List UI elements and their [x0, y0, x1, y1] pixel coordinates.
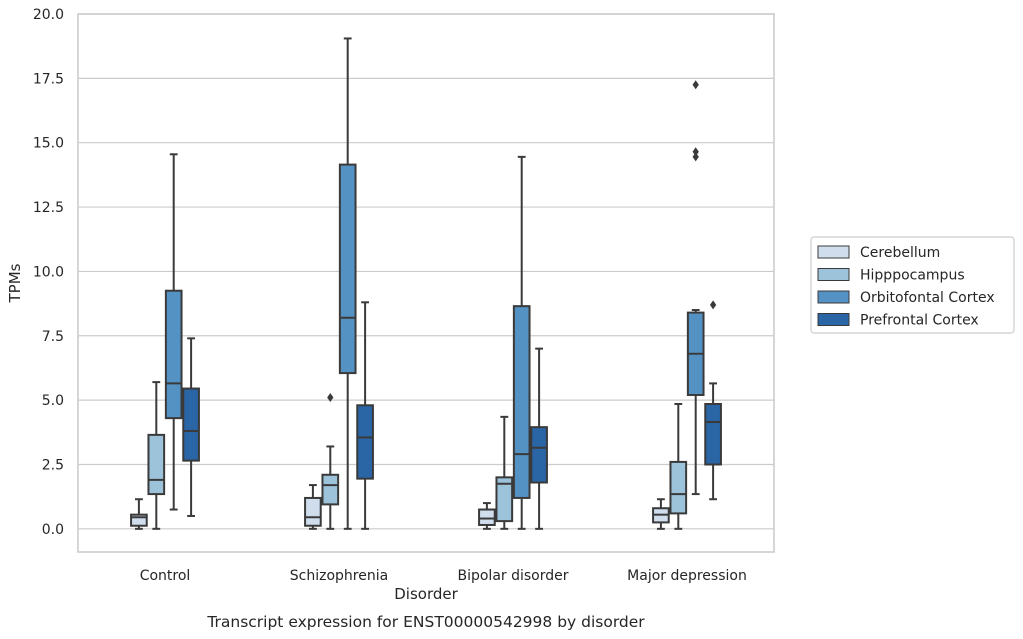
box-cerebellum: [304, 484, 322, 530]
y-tick-label: 2.5: [42, 457, 64, 473]
box-iqr: [478, 508, 496, 526]
box-cerebellum: [130, 498, 148, 530]
legend: Cerebellum Hipppocampus Orbitofontal Corte…: [810, 236, 1015, 334]
box-iqr: [321, 473, 340, 506]
box-orbitofontal-cortex: [686, 80, 705, 496]
x-tick-label: Bipolar disorder: [457, 568, 568, 584]
legend-entry: Orbitofontal Cortex: [860, 290, 995, 306]
box-hipppocampus: [321, 393, 340, 530]
box-iqr: [495, 476, 514, 523]
outlier-point: [327, 393, 334, 403]
y-tick-labels: 0.0 2.5 5.0 7.5 10.0 12.5 15.0 17.5 20.0: [33, 7, 64, 538]
outlier-point: [709, 300, 717, 310]
outlier-point: [692, 152, 699, 162]
box-iqr: [182, 387, 200, 462]
y-tick-label: 12.5: [33, 200, 64, 216]
outlier-point: [692, 147, 699, 157]
box-prefrontal-cortex: [182, 337, 200, 517]
box-iqr: [512, 305, 531, 499]
boxplot-marks: [130, 37, 722, 530]
legend-swatch: [817, 290, 850, 304]
legend-swatch: [817, 313, 850, 326]
x-tick-label: Control: [140, 568, 191, 584]
y-axis-label: TPMs: [6, 263, 24, 303]
box-iqr: [147, 433, 166, 496]
y-tick-label: 10.0: [33, 264, 64, 280]
box-iqr: [164, 289, 183, 420]
x-axis-label: Disorder: [394, 585, 458, 603]
x-tick-label: Schizophrenia: [290, 568, 388, 584]
box-hipppocampus: [147, 381, 166, 530]
box-iqr: [704, 402, 722, 466]
box-iqr: [304, 496, 322, 527]
box-prefrontal-cortex: [704, 300, 722, 501]
box-prefrontal-cortex: [356, 301, 374, 530]
box-hipppocampus: [669, 402, 688, 530]
plot-frame: [77, 13, 775, 553]
y-tick-label: 0.0: [42, 522, 64, 538]
box-iqr: [338, 163, 357, 375]
box-iqr: [669, 460, 688, 515]
y-tick-label: 5.0: [42, 393, 64, 409]
box-iqr: [356, 404, 374, 480]
box-iqr: [530, 426, 548, 484]
box-orbitofontal-cortex: [338, 37, 357, 530]
chart-caption: Transcript expression for ENST0000054299…: [206, 613, 645, 631]
box-iqr: [130, 513, 148, 527]
box-cerebellum: [652, 498, 670, 530]
box-cerebellum: [478, 502, 496, 530]
y-tick-label: 7.5: [42, 329, 64, 345]
legend-swatch: [817, 245, 850, 259]
box-orbitofontal-cortex: [512, 155, 531, 530]
legend-entry: Prefrontal Cortex: [860, 313, 979, 329]
x-tick-label: Major depression: [627, 568, 747, 584]
y-tick-label: 17.5: [33, 71, 64, 87]
legend-entry: Hipppocampus: [860, 268, 965, 284]
legend-swatch: [817, 268, 850, 281]
box-orbitofontal-cortex: [164, 153, 183, 511]
y-tick-label: 15.0: [33, 136, 64, 152]
legend-entry: Cerebellum: [860, 245, 940, 261]
box-hipppocampus: [495, 415, 514, 530]
x-tick-labels: Control Schizophrenia Bipolar disorder Majo…: [140, 568, 747, 584]
y-tick-label: 20.0: [33, 7, 64, 23]
legend-frame: [810, 236, 1015, 334]
outlier-point: [692, 80, 699, 90]
box-prefrontal-cortex: [530, 347, 548, 530]
